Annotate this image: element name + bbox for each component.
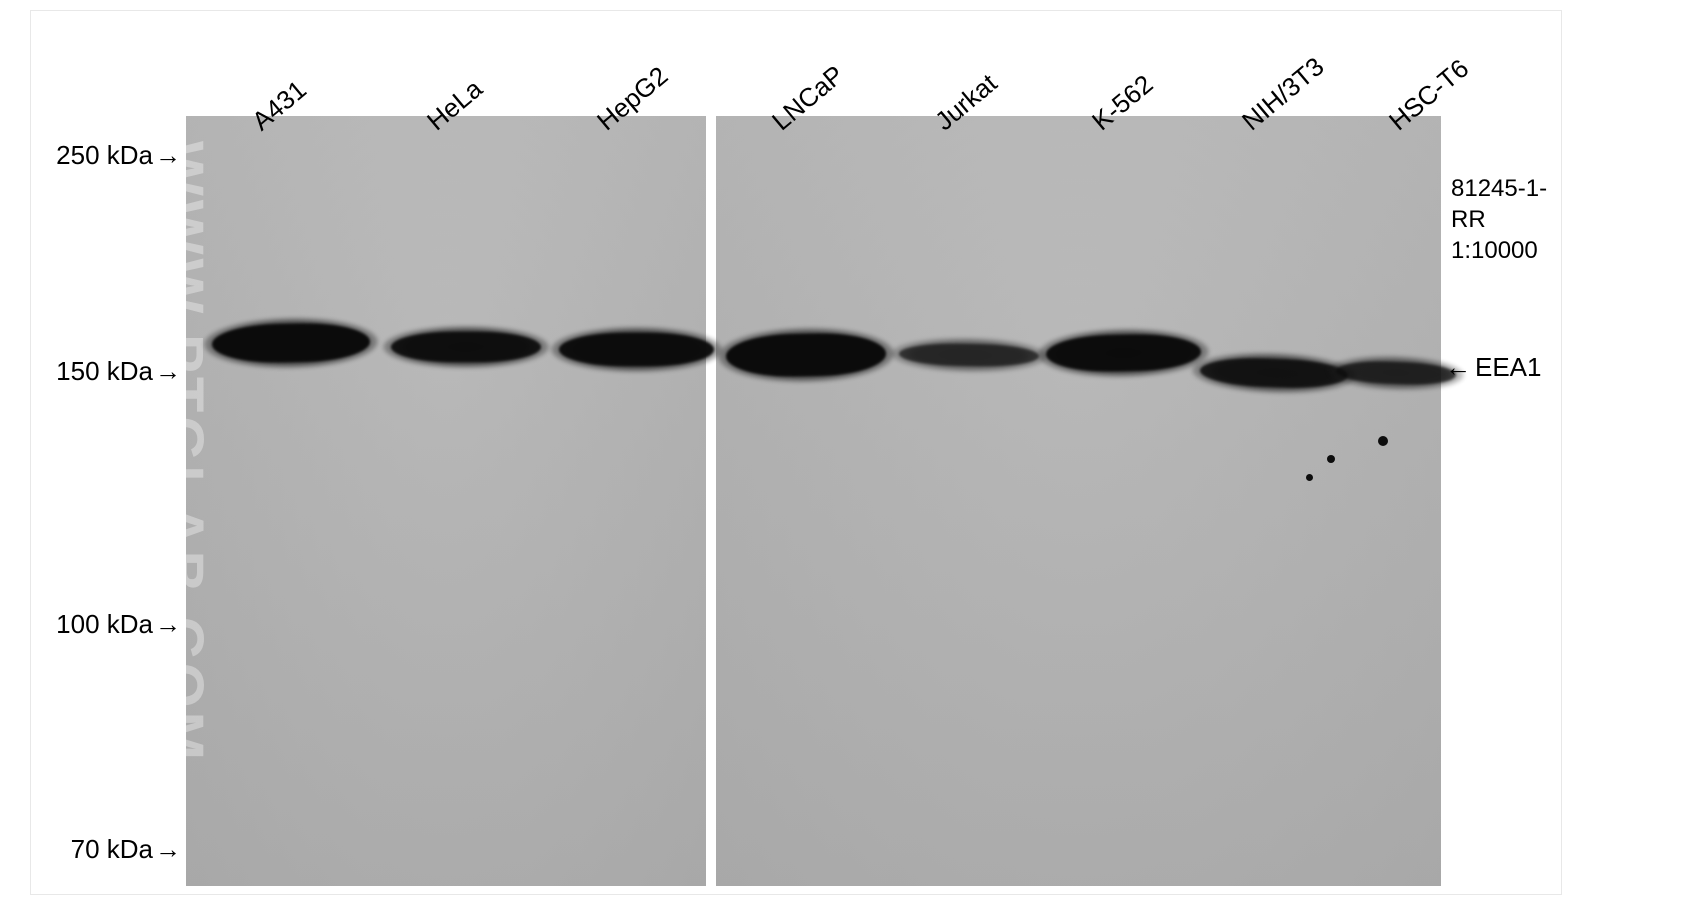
target-name: EEA1 [1475, 352, 1542, 382]
protein-band [391, 332, 541, 362]
arrow-left-icon: ← [1445, 352, 1471, 383]
mw-marker-label: 150 kDa→ [56, 356, 181, 387]
arrow-right-icon: → [155, 140, 181, 171]
mw-marker: 70 kDa→ [31, 834, 181, 864]
western-blot: WWW.PTGLAB.COM250 kDa→150 kDa→100 kDa→70… [31, 11, 1561, 894]
figure-frame: WWW.PTGLAB.COM250 kDa→150 kDa→100 kDa→70… [30, 10, 1562, 895]
protein-band [559, 333, 714, 366]
mw-marker: 100 kDa→ [31, 609, 181, 639]
arrow-right-icon: → [155, 834, 181, 865]
mw-marker: 150 kDa→ [31, 356, 181, 386]
artifact-dot [1378, 436, 1388, 446]
membrane-panel [716, 116, 1441, 886]
mw-marker-label: 70 kDa→ [71, 834, 181, 865]
dilution: 1:10000 [1451, 235, 1561, 266]
mw-marker: 250 kDa→ [31, 140, 181, 170]
catalog-number: 81245-1-RR [1451, 173, 1561, 235]
artifact-dot [1327, 455, 1335, 463]
membrane-panel [186, 116, 706, 886]
mw-marker-label: 100 kDa→ [56, 609, 181, 640]
arrow-right-icon: → [155, 609, 181, 640]
mw-marker-label: 250 kDa→ [56, 140, 181, 171]
target-label: ←EEA1 [1445, 352, 1542, 383]
arrow-right-icon: → [155, 356, 181, 387]
artifact-dot [1306, 474, 1313, 481]
antibody-info: 81245-1-RR1:10000 [1451, 173, 1561, 267]
